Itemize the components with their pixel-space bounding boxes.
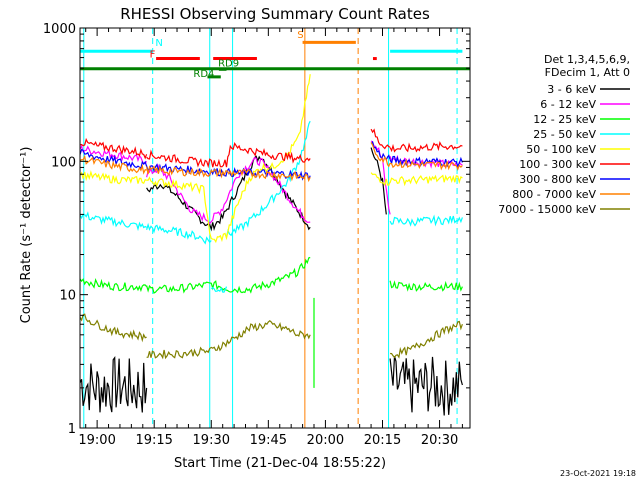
series-6-segment-3 <box>389 155 463 168</box>
plot-frame <box>79 27 471 429</box>
series-7 <box>79 142 463 183</box>
series-2 <box>79 256 463 388</box>
series-4-segment-3 <box>389 174 463 187</box>
legend-label-8: 7000 - 15000 keV <box>498 203 596 216</box>
x-tick-label-6: 20:30 <box>421 433 458 448</box>
legend-label-6: 300 - 800 keV <box>519 173 596 186</box>
flags-layer: NF S RD9 RD4 <box>80 28 470 428</box>
y-tick-label-3: 1000 <box>43 22 76 37</box>
series-layer <box>79 74 463 416</box>
series-5-segment-0 <box>79 137 148 160</box>
series-7-segment-0 <box>79 154 147 175</box>
series-5-segment-3 <box>389 141 463 153</box>
series-8-segment-2 <box>390 320 463 359</box>
footer-date: 23-Oct-2021 19:18 <box>560 469 636 478</box>
x-tick-label-2: 19:30 <box>193 433 230 448</box>
series-3-segment-2 <box>210 286 228 293</box>
legend-header-0: Det 1,3,4,5,6,9, <box>544 53 630 66</box>
series-4-segment-1 <box>146 74 311 244</box>
x-tick-label-5: 20:15 <box>364 433 401 448</box>
flag-label-1: F <box>150 50 156 61</box>
chart-title: RHESSI Observing Summary Count Rates <box>120 5 430 23</box>
y-tick-label-2: 100 <box>51 155 76 170</box>
series-7-segment-2 <box>370 142 391 168</box>
x-tick-label-4: 20:00 <box>307 433 344 448</box>
y-tick-label-0: 1 <box>68 422 76 437</box>
series-0 <box>79 147 463 416</box>
x-tick-label-3: 19:45 <box>250 433 287 448</box>
plot-background <box>80 28 470 428</box>
series-5-segment-2 <box>370 128 391 150</box>
series-8 <box>79 313 463 360</box>
axes-layer: 1 10 100 1000 19:00 19:15 19:30 19:45 20:00 20:15… <box>43 22 471 448</box>
legend-label-2: 12 - 25 keV <box>533 113 596 126</box>
legend-header-1: FDecim 1, Att 0 <box>545 66 630 79</box>
plot-area <box>80 28 470 428</box>
legend: Det 1,3,4,5,6,9,FDecim 1, Att 0 3 - 6 keV… <box>498 53 630 216</box>
series-0-segment-2 <box>370 147 387 215</box>
series-6-segment-0 <box>79 148 148 170</box>
series-4-segment-2 <box>370 172 391 187</box>
series-0-segment-0 <box>79 355 148 413</box>
series-5-segment-1 <box>146 142 311 169</box>
series-7-segment-3 <box>389 158 463 171</box>
x-tick-label-0: 19:00 <box>78 433 115 448</box>
series-8-segment-1 <box>146 320 311 360</box>
series-3-segment-4 <box>389 214 463 227</box>
series-3-segment-3 <box>225 120 311 238</box>
flag-label-0: N <box>155 38 162 49</box>
legend-label-5: 100 - 300 keV <box>519 158 596 171</box>
legend-label-0: 3 - 6 keV <box>547 83 596 96</box>
flag-label-2: S <box>297 30 303 41</box>
x-tick-label-1: 19:15 <box>135 433 172 448</box>
legend-label-1: 6 - 12 keV <box>540 98 596 111</box>
series-3 <box>79 120 463 293</box>
legend-label-3: 25 - 50 keV <box>533 128 596 141</box>
series-3-segment-1 <box>146 222 212 245</box>
series-5 <box>79 128 463 169</box>
series-2-segment-1 <box>146 256 311 294</box>
series-4 <box>79 74 463 244</box>
series-7-segment-1 <box>146 165 311 183</box>
series-2-segment-3 <box>389 280 463 292</box>
series-0-segment-3 <box>389 356 463 416</box>
y-tick-label-1: 10 <box>59 289 76 304</box>
legend-label-4: 50 - 100 keV <box>526 143 596 156</box>
series-2-segment-0 <box>79 278 148 293</box>
y-axis-label: Count Rate (s⁻¹ detector⁻¹) <box>19 147 34 324</box>
x-axis-label: Start Time (21-Dec-04 18:55:22) <box>174 456 386 471</box>
flag-label-3: RD9 <box>218 58 239 69</box>
series-1-segment-0 <box>79 144 148 165</box>
series-3-segment-0 <box>79 211 147 232</box>
series-1-segment-1 <box>146 156 311 225</box>
legend-label-7: 800 - 7000 keV <box>512 188 596 201</box>
flag-label-4: RD4 <box>193 69 214 80</box>
series-6-segment-2 <box>370 141 391 162</box>
series-8-segment-0 <box>79 313 147 343</box>
series-4-segment-0 <box>79 170 147 185</box>
